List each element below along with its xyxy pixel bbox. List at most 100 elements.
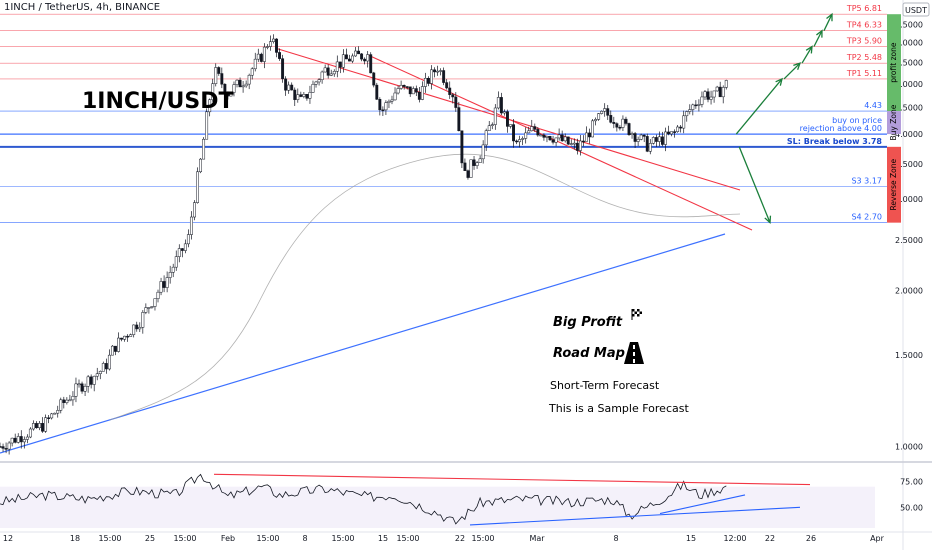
rsi-support-line: [469, 506, 801, 526]
candle-body: [697, 104, 701, 106]
currency-badge: [902, 2, 930, 17]
x-tick-label: Mar: [529, 534, 545, 543]
candle-body: [427, 77, 430, 84]
level-label: TP1 5.11: [846, 69, 882, 78]
candle-body: [308, 92, 312, 99]
candle-body: [469, 159, 473, 178]
level-label: TP3 5.90: [846, 37, 882, 46]
candle-body: [110, 345, 114, 356]
candle-body: [563, 136, 567, 142]
candle-body: [259, 53, 263, 62]
candle-body: [560, 134, 564, 142]
level-label: TP2 5.48: [846, 53, 882, 62]
candle-body: [31, 423, 35, 430]
candle-body: [366, 54, 370, 62]
candle-body: [35, 423, 38, 429]
candle-body: [323, 67, 327, 73]
x-tick-label: 8: [302, 534, 307, 543]
y-tick-label: 1.5000: [895, 351, 923, 360]
flag-square: [637, 309, 640, 312]
candle-body: [226, 93, 230, 97]
candle-body: [502, 111, 506, 114]
x-tick-label: 12: [3, 534, 13, 543]
x-tick-label: 26: [806, 534, 816, 543]
candle-body: [639, 134, 643, 140]
candle-body: [341, 54, 345, 68]
candle-body: [302, 94, 306, 97]
candle-body: [475, 162, 479, 166]
candle-body: [454, 96, 458, 108]
candle-body: [439, 70, 443, 72]
zone-label: Reverse Zone: [889, 159, 898, 211]
x-tick-label: Feb: [221, 534, 235, 543]
candle-body: [527, 130, 531, 134]
candle-body: [329, 73, 333, 76]
candle-body: [38, 423, 41, 429]
candle-body: [472, 159, 476, 166]
resistance-trendline: [367, 54, 753, 231]
zone-label: profit zone: [889, 42, 898, 83]
level-label: TP5 6.81: [846, 4, 882, 13]
candle-body: [533, 126, 537, 130]
candle-body: [326, 67, 330, 76]
candle-body: [150, 306, 154, 308]
candle-body: [314, 81, 318, 85]
candle-body: [4, 448, 8, 450]
y-tick-label: 5.0000: [895, 80, 923, 89]
candle-body: [311, 84, 315, 93]
candle-body: [654, 137, 658, 142]
candle-body: [691, 104, 695, 110]
y-tick-label: 6.0000: [895, 39, 923, 48]
x-tick-label: 8: [613, 534, 618, 543]
candle-body: [405, 86, 409, 88]
currency-badge-label: USDT: [905, 6, 927, 15]
candle-body: [0, 446, 2, 448]
candle-body: [539, 134, 543, 137]
candle-body: [351, 55, 354, 62]
candle-body: [107, 354, 111, 370]
candle-body: [92, 375, 96, 385]
candle-body: [591, 120, 594, 138]
candle-body: [673, 131, 677, 133]
candle-body: [22, 439, 26, 443]
candle-body: [65, 399, 69, 403]
candle-body: [393, 92, 397, 101]
candle-body: [411, 88, 415, 95]
candle-body: [183, 243, 187, 251]
y-tick-label: 1.0000: [895, 442, 923, 451]
candle-body: [41, 423, 44, 432]
candle-body: [594, 119, 598, 122]
y-tick-label: 2.0000: [895, 286, 923, 295]
candles: [0, 34, 728, 455]
candle-body: [457, 107, 461, 132]
x-tick-label: 15: [686, 534, 696, 543]
level-label: S4 2.70: [851, 213, 882, 222]
rsi-line: [0, 473, 727, 525]
forecast-arrow-up-head: [775, 77, 783, 86]
symbol-header: 1INCH / TetherUS, 4h, BINANCE: [4, 2, 161, 13]
moving-average-line: [109, 153, 741, 421]
candle-body: [165, 277, 169, 288]
candle-body: [621, 118, 625, 128]
candle-body: [77, 383, 81, 386]
candle-body: [581, 140, 585, 143]
candle-body: [305, 94, 309, 99]
candle-body: [265, 46, 269, 48]
candle-body: [19, 436, 23, 443]
candle-body: [138, 327, 142, 330]
road-dash: [633, 345, 635, 349]
candle-body: [47, 417, 51, 419]
candle-body: [694, 104, 698, 107]
forecast-arrow-up: [801, 46, 813, 64]
annotation-short-term: Short-Term Forecast: [550, 379, 660, 392]
candle-body: [557, 134, 561, 139]
candle-body: [499, 97, 503, 114]
candle-body: [281, 58, 285, 80]
candle-body: [551, 139, 555, 143]
candle-body: [536, 129, 540, 136]
candle-body: [232, 84, 236, 93]
candle-body: [95, 373, 99, 377]
candle-body: [114, 345, 117, 352]
candle-body: [62, 399, 66, 403]
